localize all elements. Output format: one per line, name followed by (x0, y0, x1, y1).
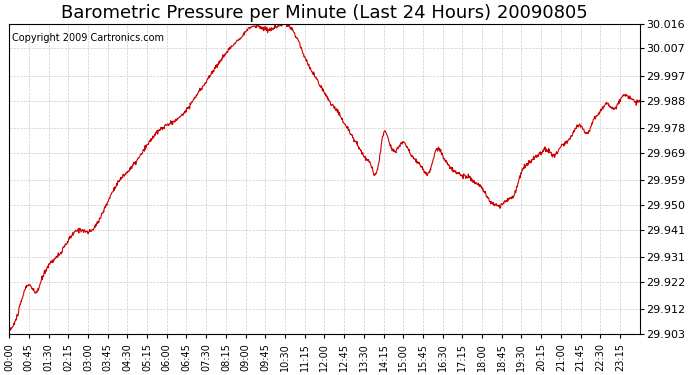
Text: Copyright 2009 Cartronics.com: Copyright 2009 Cartronics.com (12, 33, 164, 43)
Title: Barometric Pressure per Minute (Last 24 Hours) 20090805: Barometric Pressure per Minute (Last 24 … (61, 4, 588, 22)
